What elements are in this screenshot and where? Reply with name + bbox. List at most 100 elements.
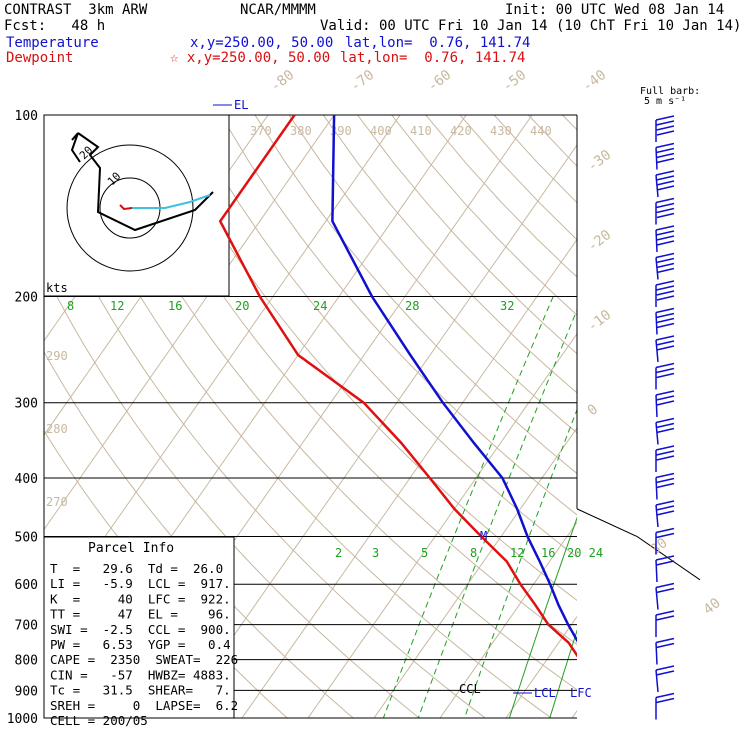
dry-adiabat-line [527, 115, 577, 167]
wind-barb-flag [655, 637, 675, 644]
pressure-label: 300 [15, 397, 38, 412]
wind-barb-flag [656, 400, 675, 406]
pressure-label: 100 [15, 109, 38, 124]
dewpoint-legend: Dewpoint [6, 50, 74, 66]
wind-barb [655, 174, 659, 198]
barb-legend-title: Full barb: [640, 86, 700, 97]
mixing-ratio-label: 12 [510, 546, 524, 560]
mixing-ratio-label: 32 [500, 299, 514, 313]
wind-barb [655, 669, 659, 693]
parcel-info-row: T = 29.6 Td = 26.0 [50, 561, 223, 576]
wind-barb-flag [656, 450, 675, 456]
wind-barb-flag [656, 295, 675, 301]
melting-level-label: M [480, 529, 487, 543]
isotherm-line [373, 427, 577, 718]
wind-barb-flag [656, 427, 675, 434]
parcel-info-row: PW = 6.53 YGP = 0.4 [50, 637, 231, 652]
wind-barb [655, 394, 658, 418]
wind-barb-flag [656, 180, 675, 186]
wind-barb-flag [655, 142, 675, 149]
theta-label: 280 [46, 422, 68, 436]
theta-label: 270 [46, 495, 68, 509]
wind-barb-flag [655, 582, 675, 589]
model-title: CONTRAST 3km ARW [4, 2, 148, 18]
wind-barb-flag [655, 472, 675, 479]
wind-barb [655, 257, 659, 280]
theta-label: 410 [410, 124, 432, 138]
wind-barb-flag [656, 147, 675, 154]
wind-barb-flag [656, 157, 675, 164]
lcl-label: LCL [534, 686, 556, 700]
mixing-ratio-line [640, 297, 740, 719]
isotherm-label: 40 [701, 595, 724, 618]
dry-adiabat-line [44, 185, 486, 718]
isotherm-line [638, 115, 740, 718]
dry-adiabat-line [562, 115, 577, 131]
theta-label: 380 [290, 124, 312, 138]
mixing-ratio-label: 8 [470, 546, 477, 560]
hodograph-ring [66, 144, 194, 272]
wind-barb-flag [655, 665, 675, 671]
init-time: Init: 00 UTC Wed 08 Jan 14 [505, 2, 725, 18]
wind-barb-flag [656, 262, 675, 269]
dry-adiabat-line [49, 115, 552, 718]
wind-barb-flag [655, 280, 675, 286]
temperature-xy: x,y=250.00, 50.00 [190, 35, 334, 51]
mixing-ratio-label: 20 [235, 299, 249, 313]
wind-barb-flag [655, 225, 675, 231]
wind-barb-flag [656, 587, 675, 594]
mixing-ratio-line [623, 297, 740, 719]
wind-barb-flag [655, 417, 675, 424]
mixing-ratio-label: 2 [335, 546, 342, 560]
wind-barb-flag [656, 185, 675, 191]
theta-label: 400 [370, 124, 392, 138]
wind-barb-flag [655, 610, 675, 616]
dry-adiabat-line [186, 115, 577, 558]
isotherm-line [44, 115, 335, 531]
mixing-ratio-label: 20 24 [567, 546, 603, 560]
mixing-ratio-label: 28 [405, 299, 419, 313]
theta-label: 390 [330, 124, 352, 138]
mixing-ratio-label: 16 [541, 546, 555, 560]
wind-barb-flag [655, 390, 675, 396]
parcel-info-row: CAPE = 2350 SWEAT= 226 [50, 652, 238, 667]
parcel-info-row: LI = -5.9 LCL = 917. [50, 576, 231, 591]
wind-barb [655, 312, 658, 335]
isotherm-label: -70 [348, 67, 378, 95]
wind-barb-flag [656, 395, 675, 401]
theta-label: 430 [490, 124, 512, 138]
mixing-ratio-label: 16 [168, 299, 182, 313]
wind-barb-flag [656, 285, 675, 291]
isotherm-label: -20 [585, 227, 615, 255]
dry-adiabat-line [83, 115, 577, 691]
wind-barb-flag [656, 207, 675, 214]
parcel-info-panel [43, 536, 235, 719]
wind-barb-flag [656, 175, 675, 181]
hodograph-units: kts [46, 281, 68, 295]
wind-barb-flag [656, 615, 675, 621]
wind-barb-flag [655, 170, 675, 176]
hodograph-trace-upper [130, 194, 211, 209]
wind-barb-flag [656, 670, 675, 676]
wind-barb-flag [656, 125, 675, 131]
pressure-label: 1000 [7, 712, 38, 727]
mixing-ratio-lines [382, 296, 740, 719]
lfc-label: LFC [570, 686, 592, 700]
dry-adiabat-line [631, 115, 740, 718]
wind-barb [655, 422, 659, 445]
dry-adiabat-line [220, 115, 577, 516]
wind-barb-flag [656, 482, 675, 489]
pressure-label: 500 [15, 530, 38, 545]
wind-barb-flag [656, 257, 675, 264]
wind-barb-flag [656, 120, 675, 126]
isotherm-label: -50 [500, 67, 530, 95]
isotherm-line [241, 238, 577, 718]
wind-barb-flag [656, 152, 675, 159]
isotherm-line [307, 332, 577, 718]
dry-adiabat-line [425, 115, 577, 278]
isotherm-line [505, 615, 577, 718]
mixing-ratio-label: 3 [372, 546, 379, 560]
dry-adiabat-line [493, 115, 577, 204]
wind-barb-flag [656, 367, 675, 374]
